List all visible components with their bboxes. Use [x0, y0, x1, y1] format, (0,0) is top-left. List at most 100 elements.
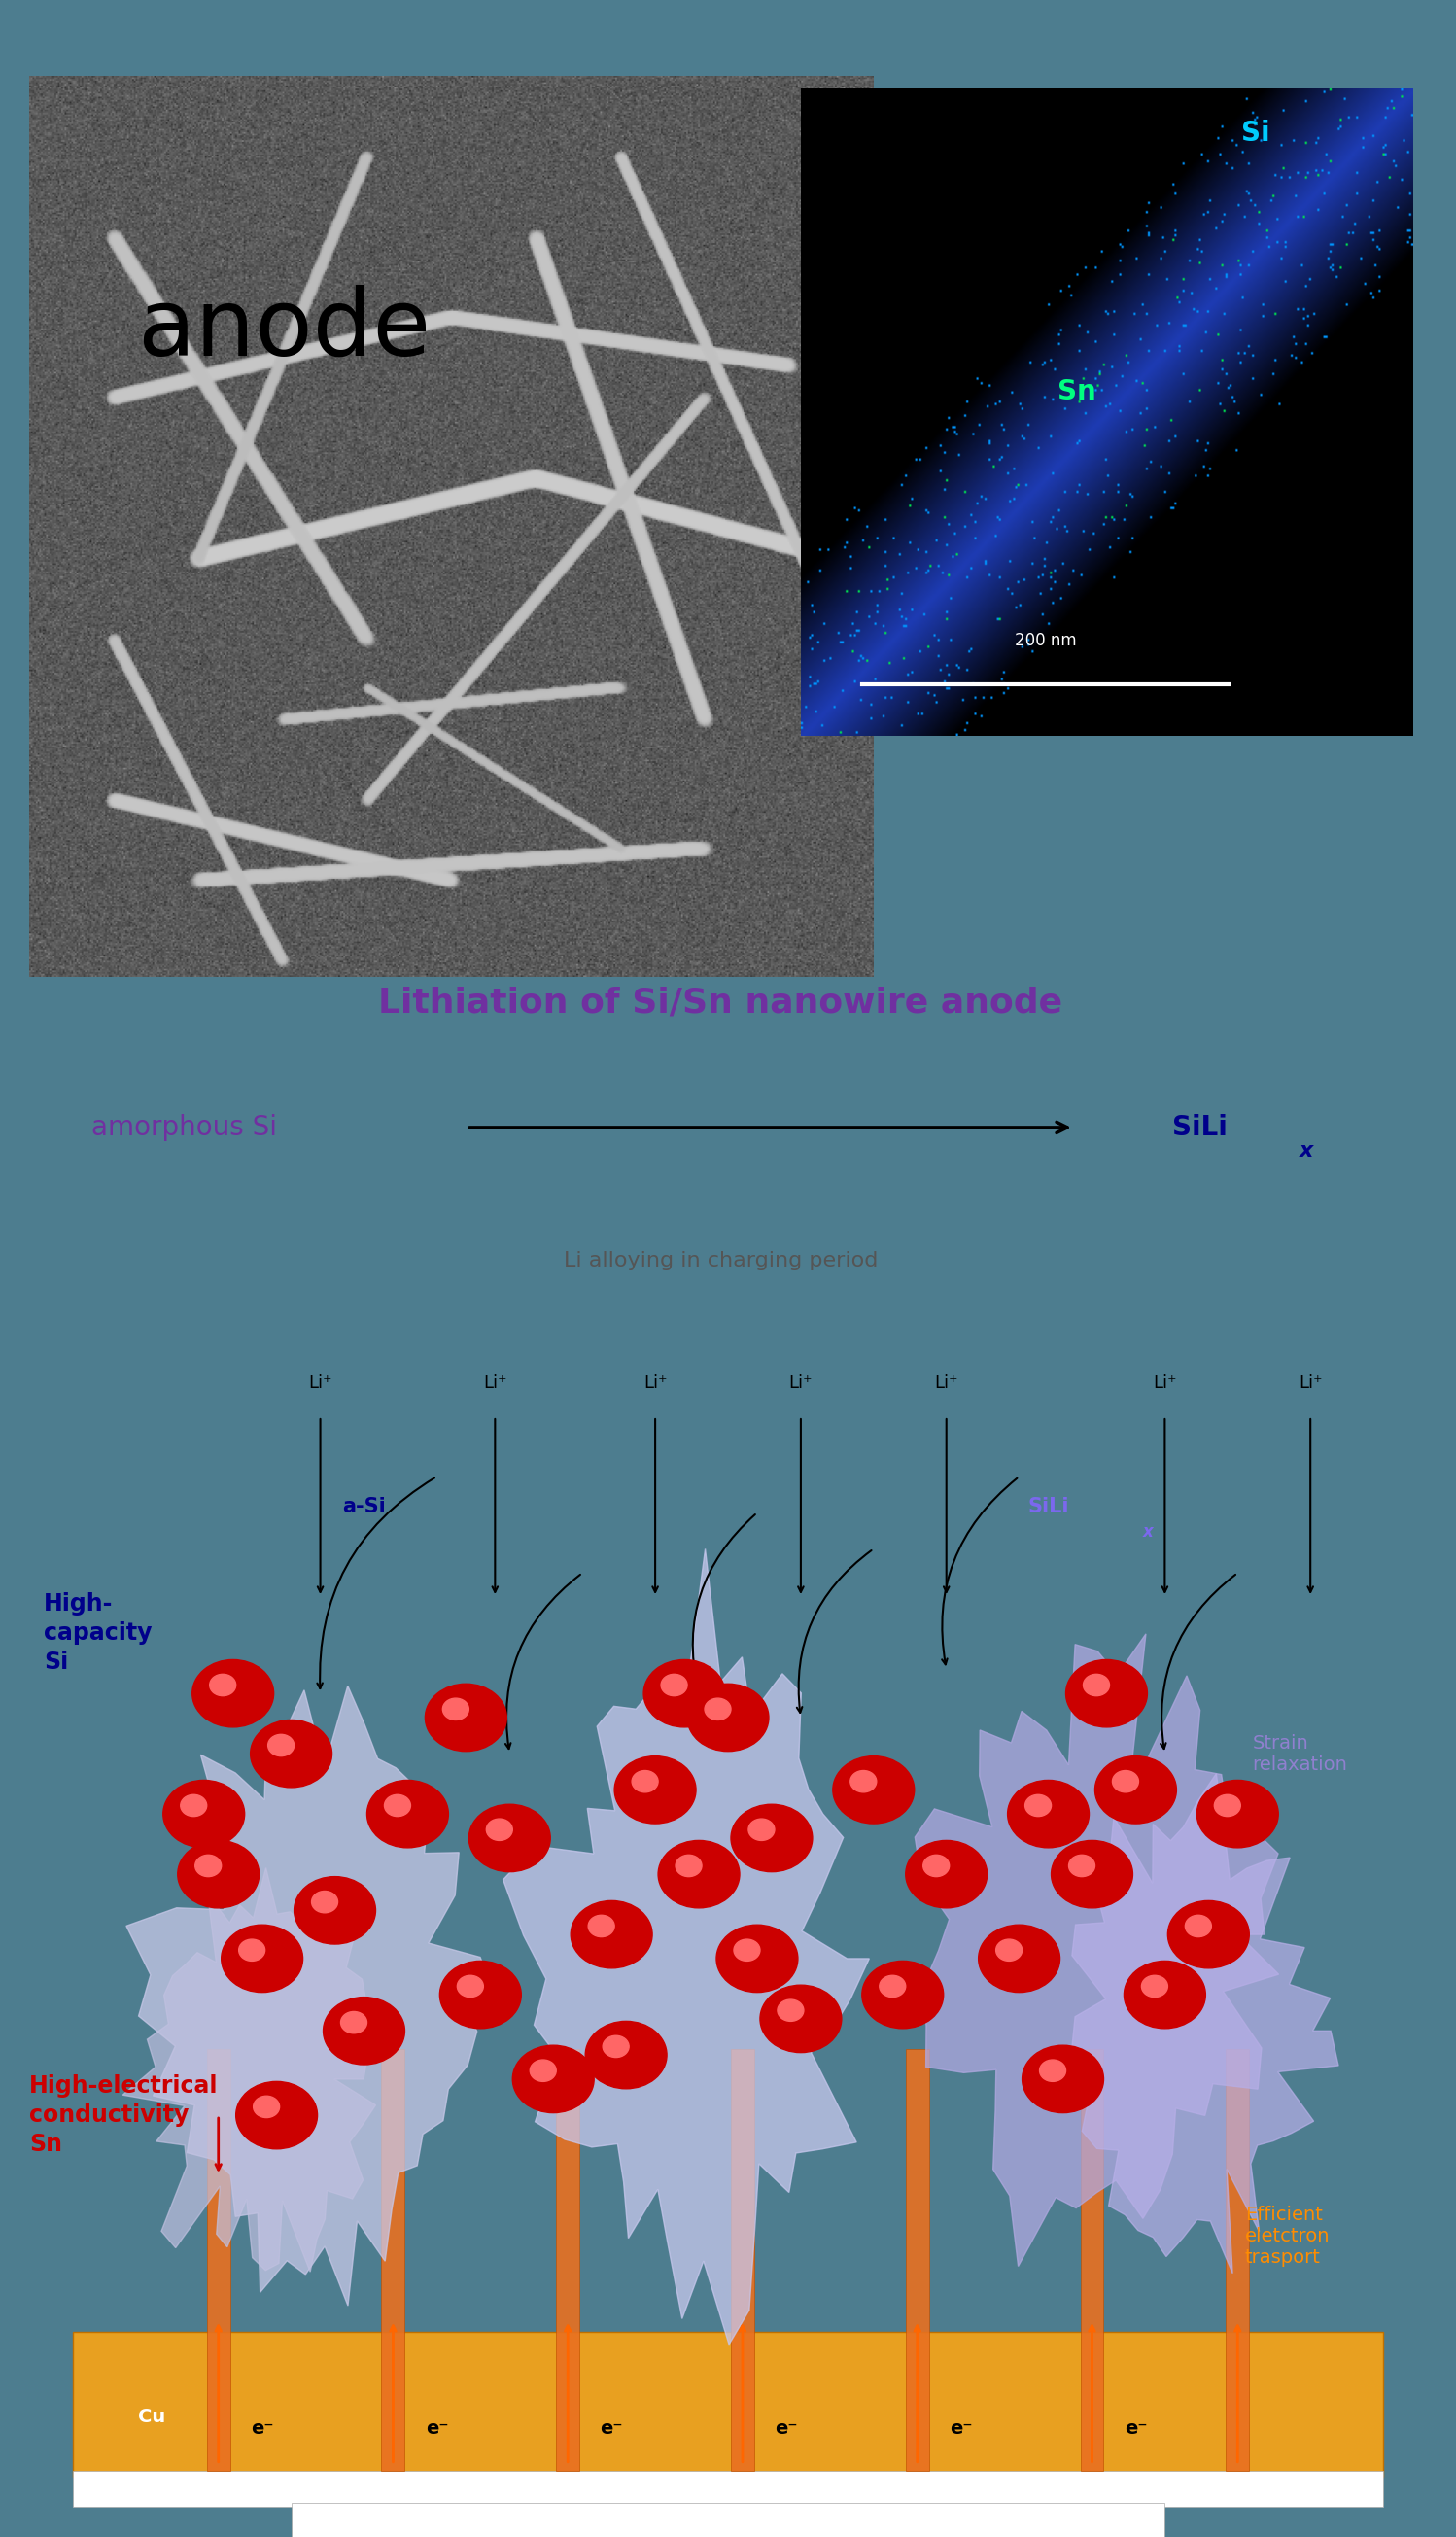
Circle shape [440, 1961, 521, 2030]
FancyBboxPatch shape [731, 2050, 754, 2471]
Text: e⁻: e⁻ [600, 2420, 623, 2438]
Circle shape [923, 1855, 949, 1877]
FancyBboxPatch shape [381, 2050, 405, 2471]
Circle shape [862, 1961, 943, 2030]
Circle shape [603, 2035, 629, 2058]
Text: Strain
relaxation: Strain relaxation [1252, 1733, 1347, 1773]
Circle shape [294, 1877, 376, 1943]
Text: Si: Si [1241, 119, 1270, 147]
Circle shape [239, 1938, 265, 1961]
Circle shape [585, 2022, 667, 2088]
Text: e⁻: e⁻ [425, 2420, 448, 2438]
Text: e⁻: e⁻ [250, 2420, 274, 2438]
Circle shape [778, 1999, 804, 2022]
FancyBboxPatch shape [556, 2050, 579, 2471]
Circle shape [323, 1997, 405, 2065]
Circle shape [1083, 1674, 1109, 1695]
Circle shape [1112, 1771, 1139, 1791]
Circle shape [236, 2080, 317, 2149]
Circle shape [192, 1659, 274, 1728]
Circle shape [571, 1900, 652, 1969]
Text: anode: anode [137, 284, 431, 375]
Circle shape [210, 1674, 236, 1695]
Circle shape [425, 1685, 507, 1751]
Circle shape [760, 1984, 842, 2052]
Circle shape [1197, 1781, 1278, 1847]
Text: Li⁺: Li⁺ [1153, 1375, 1176, 1393]
Polygon shape [127, 1685, 495, 2306]
Circle shape [1066, 1659, 1147, 1728]
Circle shape [443, 1697, 469, 1720]
Circle shape [163, 1781, 245, 1847]
Text: Li⁺: Li⁺ [1299, 1375, 1322, 1393]
Circle shape [1185, 1915, 1211, 1936]
Circle shape [195, 1855, 221, 1877]
Circle shape [879, 1976, 906, 1997]
Circle shape [1069, 1855, 1095, 1877]
Text: Efficient
eletctron
trasport: Efficient eletctron trasport [1245, 2205, 1329, 2266]
Circle shape [513, 2045, 594, 2113]
Text: SiLi: SiLi [1028, 1497, 1069, 1517]
Circle shape [588, 1915, 614, 1936]
Circle shape [530, 2060, 556, 2080]
Circle shape [748, 1819, 775, 1839]
Circle shape [268, 1735, 294, 1756]
Text: x: x [1143, 1522, 1153, 1540]
Text: High-electrical
conductivity
Sn: High-electrical conductivity Sn [29, 2075, 218, 2156]
Circle shape [658, 1839, 740, 1908]
Circle shape [716, 1926, 798, 1992]
Circle shape [1142, 1976, 1168, 1997]
Circle shape [1168, 1900, 1249, 1969]
Circle shape [486, 1819, 513, 1839]
Polygon shape [1072, 1773, 1338, 2273]
Circle shape [978, 1926, 1060, 1992]
Text: High-
capacity
Si: High- capacity Si [44, 1593, 151, 1674]
Text: Li alloying in charging period: Li alloying in charging period [563, 1251, 878, 1271]
Text: 5.0kV 8.2mm x10.0k SE(U): 5.0kV 8.2mm x10.0k SE(U) [58, 913, 240, 926]
Circle shape [181, 1794, 207, 1816]
Text: Li⁺: Li⁺ [309, 1375, 332, 1393]
Circle shape [312, 1890, 338, 1913]
Text: amorphous Si: amorphous Si [92, 1114, 277, 1142]
Circle shape [676, 1855, 702, 1877]
Circle shape [1051, 1839, 1133, 1908]
Circle shape [1040, 2060, 1066, 2080]
Polygon shape [122, 1867, 376, 2271]
Text: Li⁺: Li⁺ [644, 1375, 667, 1393]
FancyBboxPatch shape [1226, 2050, 1249, 2471]
Circle shape [341, 2012, 367, 2032]
Circle shape [906, 1839, 987, 1908]
Circle shape [734, 1938, 760, 1961]
Circle shape [250, 1720, 332, 1789]
Text: SiLi: SiLi [1172, 1114, 1227, 1142]
Text: 5 μm: 5 μm [654, 817, 744, 850]
Circle shape [731, 1804, 812, 1872]
Circle shape [705, 1697, 731, 1720]
Circle shape [178, 1839, 259, 1908]
Circle shape [632, 1771, 658, 1791]
FancyBboxPatch shape [291, 2504, 1165, 2537]
FancyBboxPatch shape [553, 875, 844, 951]
Text: Li⁺: Li⁺ [789, 1375, 812, 1393]
Polygon shape [504, 1550, 869, 2344]
Circle shape [367, 1781, 448, 1847]
Text: Sn: Sn [1057, 378, 1096, 406]
Text: e⁻: e⁻ [949, 2420, 973, 2438]
Circle shape [644, 1659, 725, 1728]
Circle shape [614, 1756, 696, 1824]
Text: a-Si: a-Si [342, 1497, 386, 1517]
Circle shape [1124, 1961, 1206, 2030]
Circle shape [1008, 1781, 1089, 1847]
Circle shape [833, 1756, 914, 1824]
Text: x: x [1300, 1142, 1313, 1162]
Circle shape [253, 2096, 280, 2118]
FancyBboxPatch shape [73, 2471, 1383, 2507]
FancyBboxPatch shape [207, 2050, 230, 2471]
Circle shape [1022, 2045, 1104, 2113]
Circle shape [457, 1976, 483, 1997]
FancyBboxPatch shape [906, 2050, 929, 2471]
Circle shape [221, 1926, 303, 1992]
Circle shape [687, 1685, 769, 1751]
Text: Cu: Cu [138, 2408, 166, 2425]
Text: Lithiation of Si/Sn nanowire anode: Lithiation of Si/Sn nanowire anode [379, 987, 1063, 1020]
